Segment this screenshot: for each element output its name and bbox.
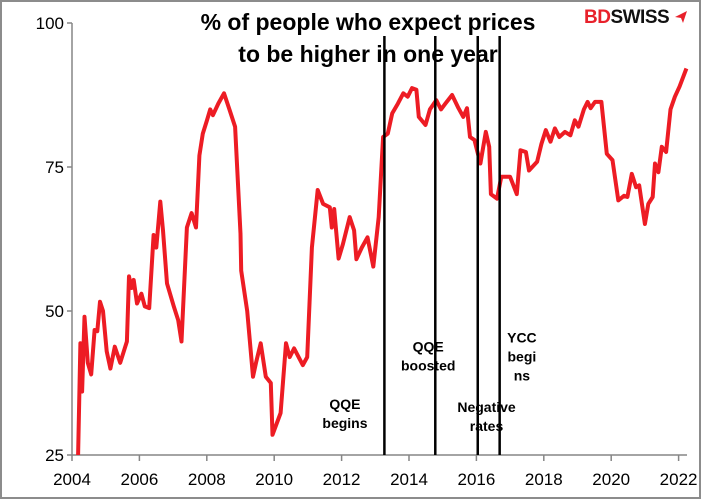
event-label: rates: [470, 418, 504, 434]
x-tick-label: 2008: [188, 470, 226, 489]
chart-title: % of people who expect prices to be high…: [118, 6, 618, 70]
arrow-plane-icon: [674, 11, 687, 23]
x-tick-label: 2004: [53, 470, 91, 489]
event-label: begins: [322, 415, 367, 431]
chart-title-line-2: to be higher in one year: [238, 41, 498, 67]
event-label: boosted: [401, 357, 455, 373]
x-tick-label: 2018: [525, 470, 563, 489]
event-label: Negative: [457, 399, 516, 415]
event-label: begi: [508, 349, 537, 365]
x-tick-label: 2006: [120, 470, 158, 489]
bdswiss-logo: BDSWISS: [584, 7, 688, 29]
y-tick-label: 25: [45, 446, 64, 465]
y-tick-label: 75: [45, 158, 64, 177]
x-tick-label: 2014: [390, 470, 428, 489]
x-tick-label: 2022: [660, 470, 698, 489]
x-tick-label: 2016: [457, 470, 495, 489]
event-label: ns: [514, 368, 531, 384]
event-label: YCC: [507, 330, 537, 346]
logo-bd: BD: [584, 7, 611, 28]
y-tick-label: 100: [36, 14, 64, 33]
y-tick-label: 50: [45, 302, 64, 321]
x-tick-label: 2012: [323, 470, 361, 489]
chart-title-line-1: % of people who expect prices: [200, 9, 536, 35]
event-label: QQE: [329, 396, 360, 412]
x-tick-label: 2010: [255, 470, 293, 489]
series-line: [76, 67, 689, 456]
x-tick-label: 2020: [592, 470, 630, 489]
logo-swiss: SWISS: [610, 7, 670, 28]
event-label: QQE: [413, 338, 444, 354]
